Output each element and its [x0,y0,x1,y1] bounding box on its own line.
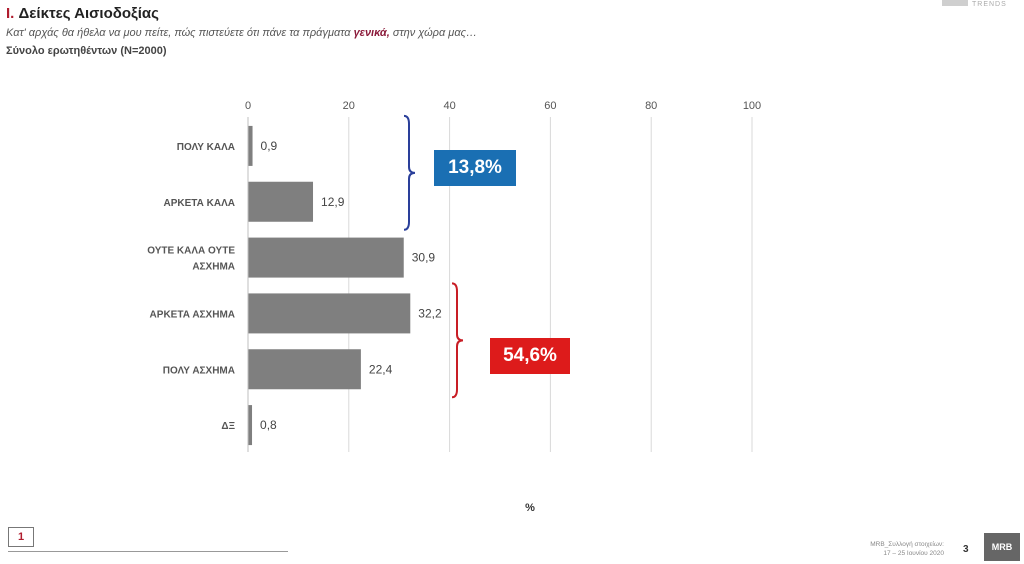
bar-5 [248,405,253,446]
trends-logo-text: TRENDS [972,1,1007,8]
source-line-2: 17 – 25 Ιουνίου 2020 [883,550,944,557]
source-line-1: MRB_Συλλογή στοιχείων: [870,541,944,548]
category-label-line: ΑΡΚΕΤΑ ΚΑΛΑ [164,198,235,209]
bar-1 [248,181,314,222]
title-text: Δείκτες Αισιοδοξίας [18,5,159,22]
category-label-line: ΟΥΤΕ ΚΑΛΑ ΟΥΤΕ [147,246,235,257]
category-label-1: ΑΡΚΕΤΑ ΚΑΛΑ [164,198,235,209]
source-note: MRB_Συλλογή στοιχείων: 17 – 25 Ιουνίου 20… [870,540,944,558]
x-tick-label-80: 80 [645,100,657,112]
section-box: 1 [8,527,34,547]
bar-4 [248,349,361,390]
trends-logo-mark [942,0,968,6]
x-tick-label-0: 0 [245,100,251,112]
category-label-5: ΔΞ [221,421,235,432]
x-tick-label-40: 40 [443,100,455,112]
x-tick-label-60: 60 [544,100,556,112]
question-text: Κατ' αρχάς θα ήθελα να μου πείτε, πώς πι… [6,27,477,39]
x-axis-label: % [525,502,535,514]
page-number: 3 [963,544,969,555]
page-title: I. Δείκτες Αισιοδοξίας [6,5,159,22]
bar-value-label-2: 30,9 [412,251,436,265]
bar-value-label-3: 32,2 [418,306,442,320]
trends-logo: TRENDS [942,0,1020,12]
bar-2 [248,237,404,278]
category-label-line: ΠΟΛΥ ΚΑΛΑ [177,142,235,153]
mrb-logo: MRB [984,533,1020,561]
category-label-line: ΔΞ [221,421,235,432]
category-label-line: ΑΣΧΗΜΑ [192,262,235,273]
category-label-line: ΠΟΛΥ ΑΣΧΗΜΑ [163,365,235,376]
x-tick-label-20: 20 [343,100,355,112]
group-brace-0 [403,114,416,231]
category-label-0: ΠΟΛΥ ΚΑΛΑ [177,142,235,153]
category-label-line: ΑΡΚΕΤΑ ΑΣΧΗΜΑ [150,309,235,320]
question-pre: Κατ' αρχάς θα ήθελα να μου πείτε, πώς πι… [6,27,354,39]
category-label-4: ΠΟΛΥ ΑΣΧΗΜΑ [163,365,235,376]
sample-size: Σύνολο ερωτηθέντων (N=2000) [6,45,167,57]
bar-3 [248,293,411,334]
bar-value-label-1: 12,9 [321,195,345,209]
bar-value-label-5: 0,8 [260,418,277,432]
bar-value-label-0: 0,9 [261,139,278,153]
title-number: I. [6,5,15,22]
callout-positive: 13,8% [434,150,516,186]
category-label-3: ΑΡΚΕΤΑ ΑΣΧΗΜΑ [150,309,235,320]
footer-divider [8,551,288,552]
group-brace-1 [451,282,464,399]
bar-0 [248,125,253,166]
callout-negative: 54,6% [490,338,570,374]
x-tick-label-100: 100 [743,100,761,112]
bar-value-label-4: 22,4 [369,362,393,376]
category-label-2: ΟΥΤΕ ΚΑΛΑ ΟΥΤΕ ΑΣΧΗΜΑ [147,246,235,273]
question-post: στην χώρα μας… [389,27,477,39]
question-emphasis: γενικά, [353,27,390,39]
